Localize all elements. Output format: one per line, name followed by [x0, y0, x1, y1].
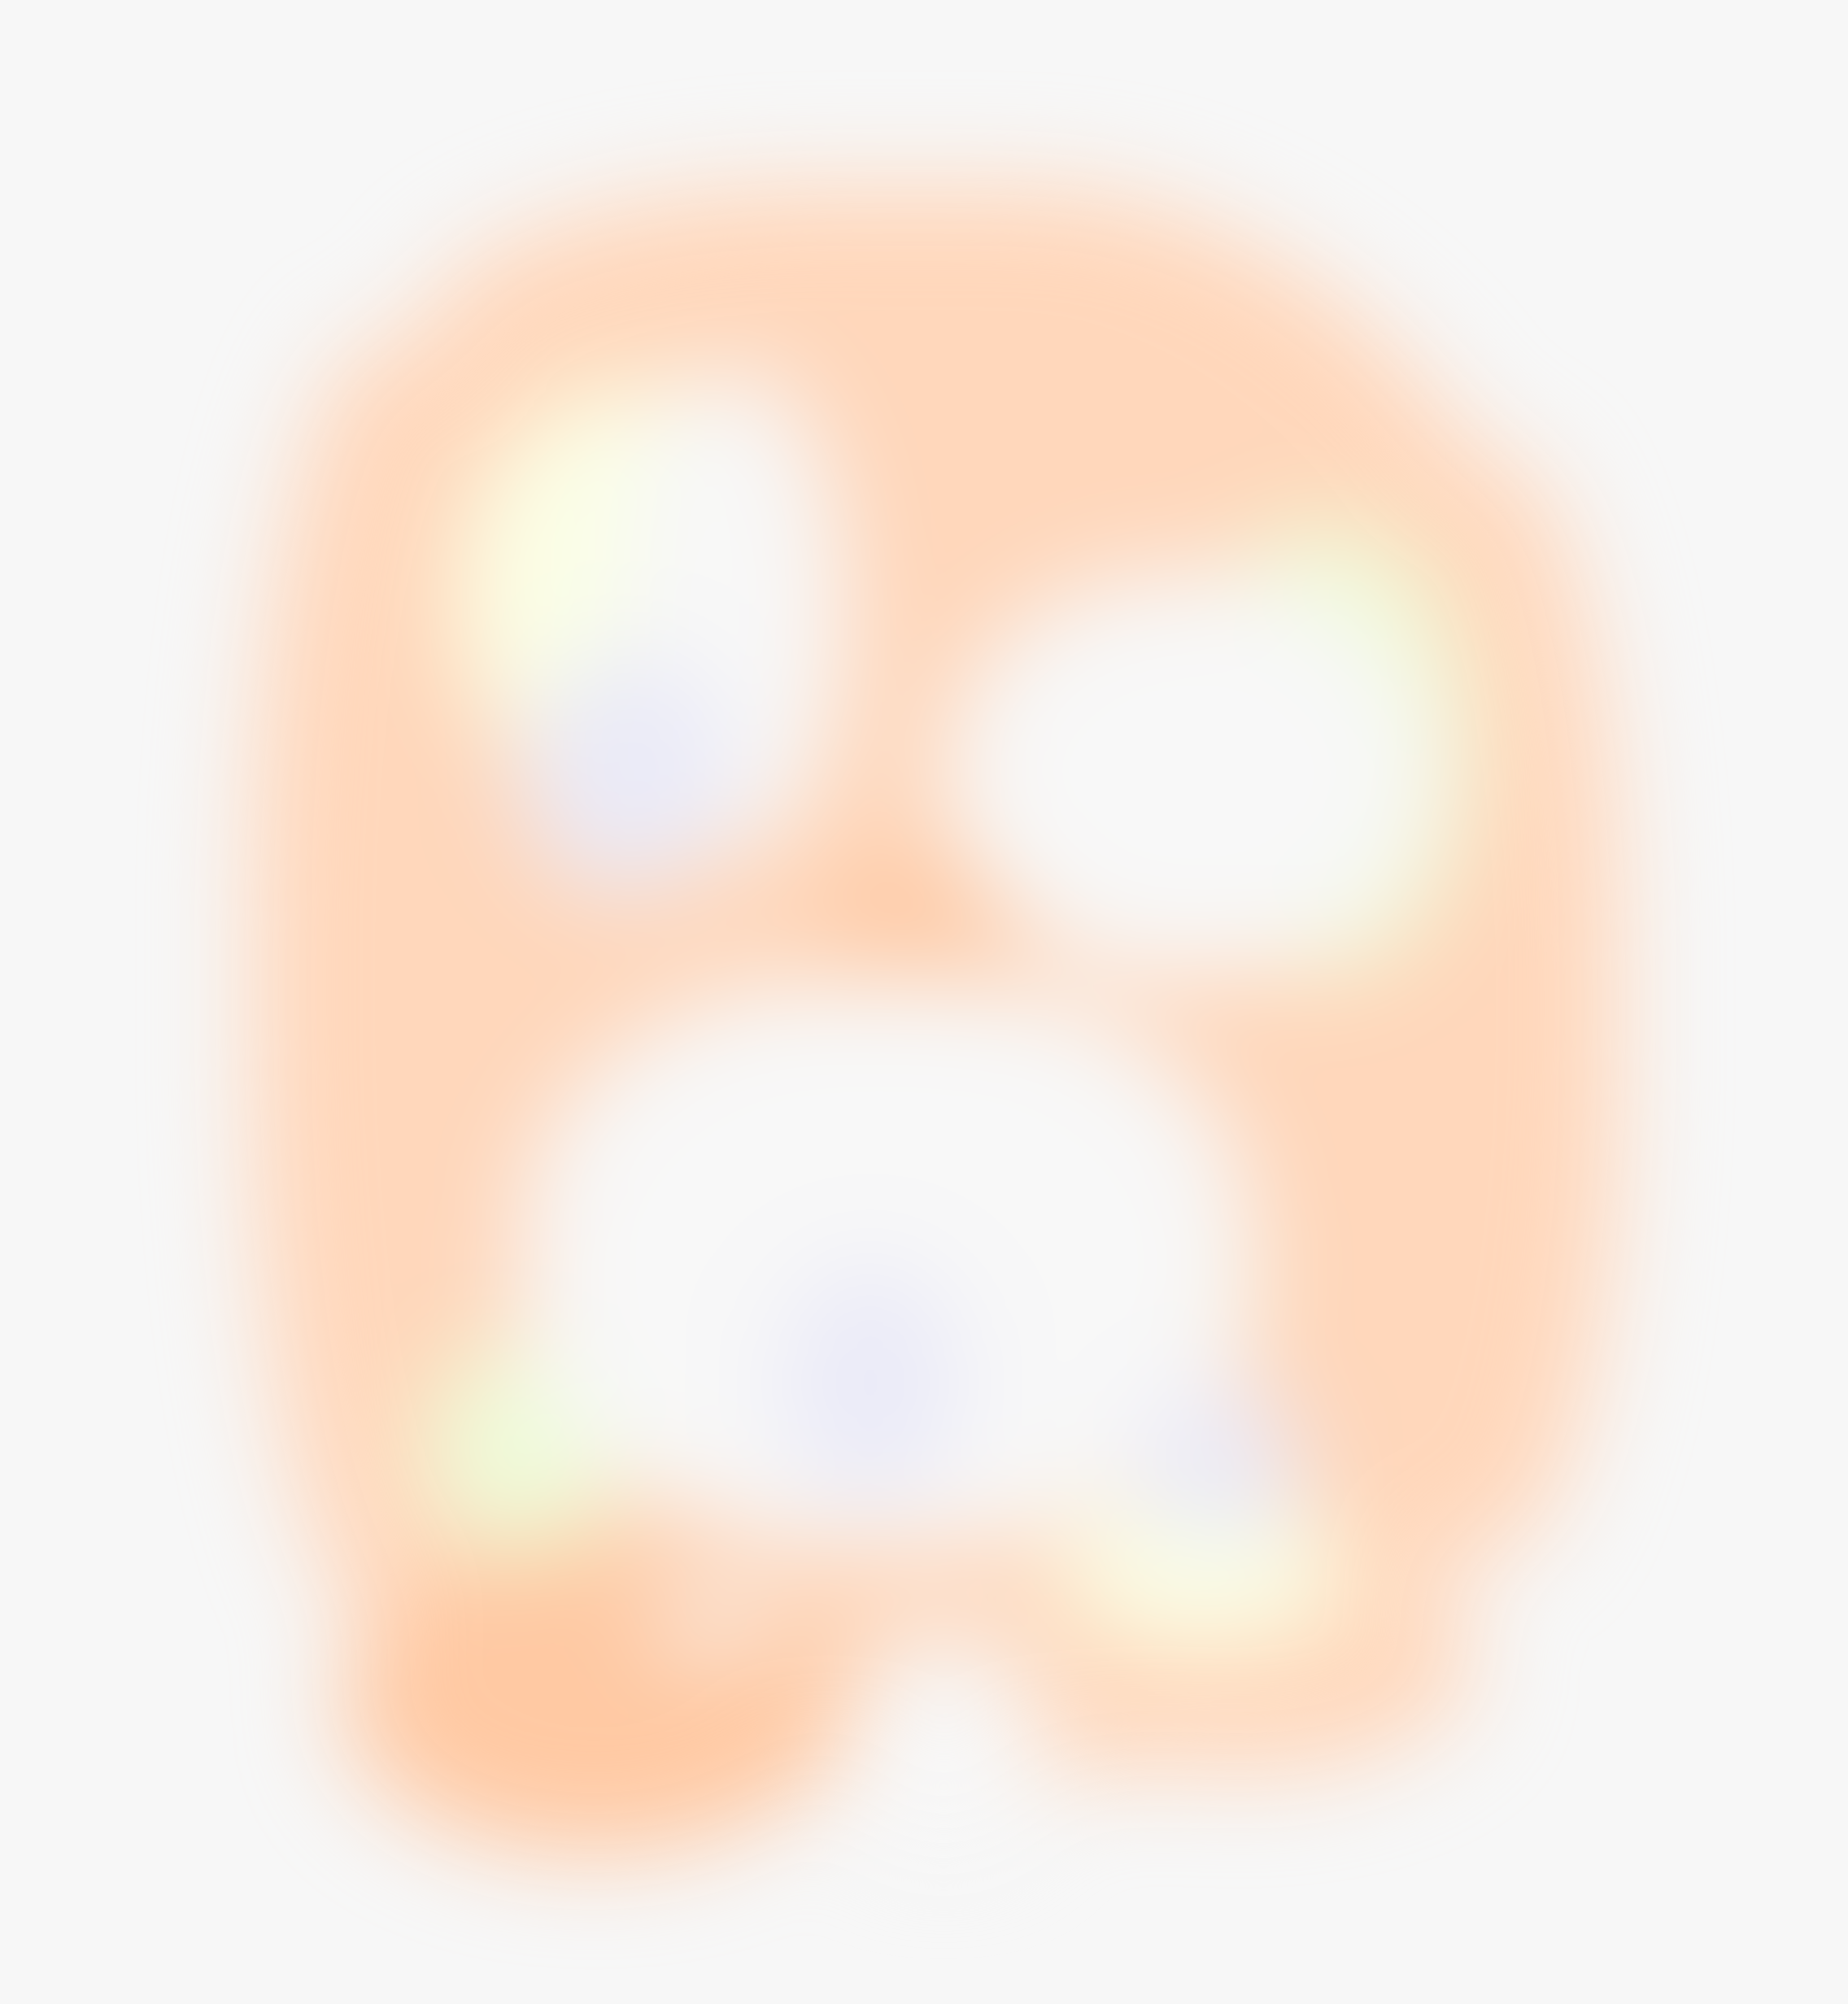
bottom-small-white-oval [651, 1594, 781, 1651]
bottom-left-peach-lobe [342, 1545, 846, 1854]
lower-lavender-spot [781, 1261, 960, 1505]
right-white-core [944, 569, 1432, 976]
bottom-right-lavender-spot [1139, 1383, 1301, 1545]
left-lavender-spot [521, 651, 732, 895]
bottom-white-notch [846, 1635, 1041, 1846]
